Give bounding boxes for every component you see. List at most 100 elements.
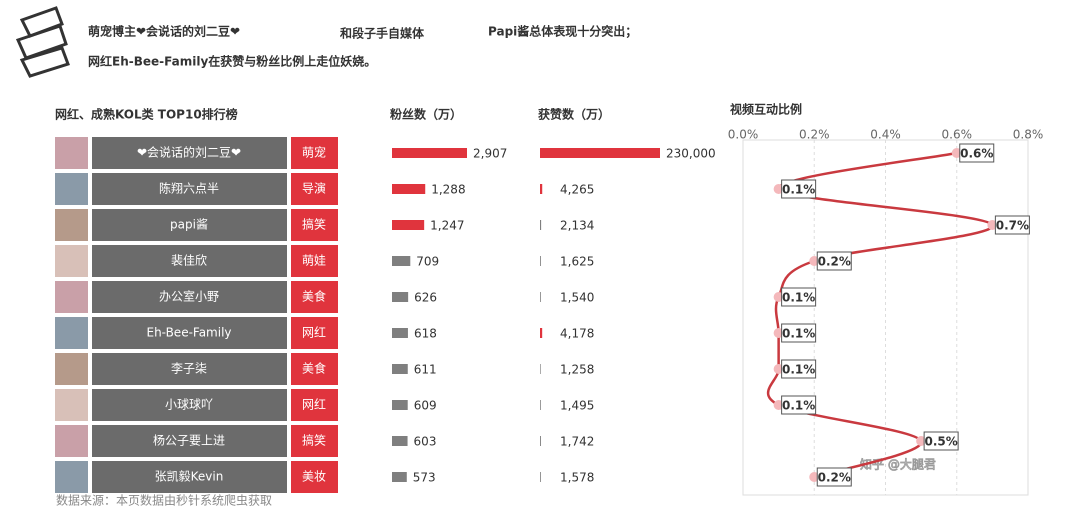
label-box	[816, 467, 852, 487]
kol-tag: 搞笑	[302, 217, 326, 232]
label-box	[816, 251, 852, 271]
title-a: 萌宠博主❤会说话的刘二豆❤	[88, 24, 240, 39]
kol-tag: 美食	[302, 289, 326, 304]
kol-name: 杨公子要上进	[153, 433, 225, 448]
bar	[392, 148, 467, 158]
value-label: 609	[414, 399, 437, 413]
value-label: 2,134	[560, 219, 594, 233]
value-label: 0.1%	[782, 183, 815, 197]
avatar	[55, 281, 88, 313]
tag-cell	[291, 425, 338, 457]
x-tick-label: 0.2%	[799, 128, 830, 142]
title-c: Papi酱总体表现十分突出；	[488, 24, 637, 39]
value-label: 709	[416, 255, 439, 269]
column-title: 粉丝数（万）	[390, 107, 462, 122]
tag-cell	[291, 209, 338, 241]
value-label: 1,495	[560, 399, 594, 413]
tag-cell	[291, 461, 338, 493]
value-label: 603	[414, 435, 437, 449]
kol-name: ❤会说话的刘二豆❤	[137, 145, 241, 160]
value-label: 0.2%	[818, 471, 851, 485]
value-label: 626	[414, 291, 437, 305]
tag-cell	[291, 137, 338, 169]
label-box	[959, 143, 995, 163]
bar	[392, 400, 408, 410]
kol-tag: 搞笑	[302, 433, 326, 448]
label-box	[781, 395, 817, 415]
bar	[392, 436, 408, 446]
logo	[15, 6, 70, 78]
name-cell	[92, 317, 287, 349]
tag-cell	[291, 317, 338, 349]
value-label: 1,540	[560, 291, 594, 305]
kol-name: 办公室小野	[159, 289, 219, 304]
value-label: 0.2%	[818, 255, 851, 269]
tag-cell	[291, 281, 338, 313]
name-cell	[92, 353, 287, 385]
bar	[392, 184, 426, 194]
bar	[540, 436, 541, 446]
x-tick-label: 0.6%	[942, 128, 973, 142]
bar	[392, 292, 409, 302]
avatar	[55, 461, 88, 493]
value-label: 1,258	[560, 363, 594, 377]
bar	[392, 220, 425, 230]
x-tick-label: 0.0%	[728, 128, 759, 142]
value-label: 0.1%	[782, 399, 815, 413]
source: 数据来源：本页数据由秒针系统爬虫获取	[56, 493, 272, 508]
value-label: 0.1%	[782, 327, 815, 341]
subtitle: 网红Eh-Bee-Family在获赞与粉丝比例上走位妖娆。	[88, 54, 376, 69]
bar	[540, 472, 541, 482]
value-label: 1,578	[560, 471, 594, 485]
label-box	[923, 431, 959, 451]
label-box	[781, 359, 817, 379]
label-box	[781, 287, 817, 307]
kol-name: 张凯毅Kevin	[155, 469, 224, 484]
title-b: 和段子手自媒体	[339, 26, 425, 41]
label-box	[994, 215, 1030, 235]
kol-tag: 美食	[302, 361, 326, 376]
kol-tag: 网红	[302, 325, 326, 340]
bar	[540, 364, 541, 374]
value-label: 2,907	[473, 147, 507, 161]
bar	[540, 256, 541, 266]
value-label: 618	[414, 327, 437, 341]
avatar	[55, 137, 88, 169]
bar	[392, 472, 407, 482]
x-tick-label: 0.8%	[1013, 128, 1044, 142]
kol-tag: 美妆	[302, 470, 326, 484]
avatar	[55, 317, 88, 349]
value-label: 0.6%	[960, 147, 993, 161]
value-label: 573	[413, 471, 436, 485]
avatar	[55, 425, 88, 457]
kol-name: 裴佳欣	[171, 253, 207, 268]
bar	[392, 328, 408, 338]
kol-name: 李子柒	[171, 361, 207, 376]
value-label: 1,625	[560, 255, 594, 269]
value-label: 0.1%	[782, 363, 815, 377]
tag-cell	[291, 173, 338, 205]
bar	[540, 292, 541, 302]
name-cell	[92, 461, 287, 493]
name-cell	[92, 245, 287, 277]
chart-title: 视频互动比例	[730, 102, 802, 117]
table-title: 网红、成熟KOL类 TOP10排行榜	[55, 107, 238, 122]
value-label: 4,178	[560, 327, 594, 341]
column-title: 获赞数（万）	[537, 107, 610, 122]
bar	[540, 148, 660, 158]
kol-tag: 网红	[302, 397, 326, 412]
bar	[540, 400, 541, 410]
name-cell	[92, 137, 287, 169]
avatar	[55, 353, 88, 385]
avatar	[55, 245, 88, 277]
kol-name: Eh-Bee-Family	[146, 326, 231, 340]
avatar	[55, 389, 88, 421]
name-cell	[92, 389, 287, 421]
tag-cell	[291, 245, 338, 277]
label-box	[781, 179, 817, 199]
bar	[392, 256, 411, 266]
value-label: 0.1%	[782, 291, 815, 305]
kol-name: papi酱	[170, 217, 208, 232]
kol-name: 小球球吖	[165, 398, 213, 412]
value-label: 1,742	[560, 435, 594, 449]
